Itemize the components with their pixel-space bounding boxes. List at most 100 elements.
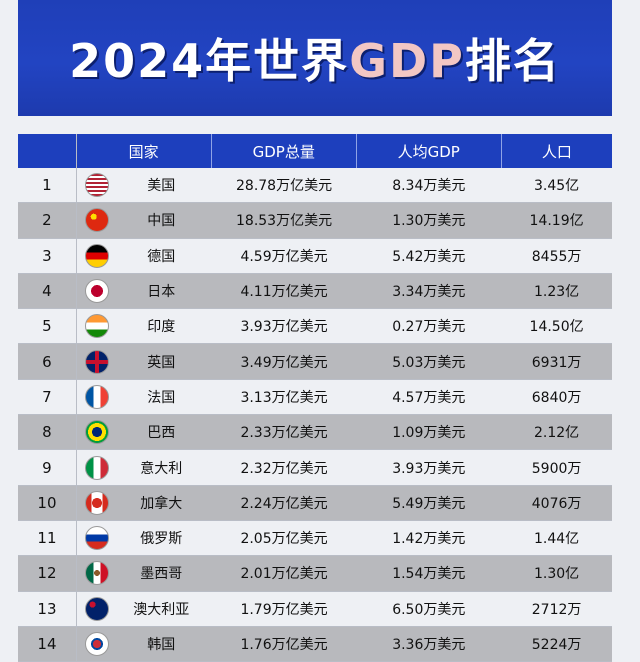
table-row: 1 美国 28.78万亿美元 8.34万美元 3.45亿: [18, 168, 612, 204]
country-cell: 巴西: [77, 415, 212, 449]
gdp-ranking-table: 国家 GDP总量 人均GDP 人口 1 美国 28.78万亿美元 8.34万美元 3.4…: [18, 134, 612, 662]
per-capita-cell: 1.30万美元: [392, 213, 466, 230]
population-cell: 4076万: [531, 495, 582, 512]
title-banner: 2024年世界GDP排名: [18, 0, 612, 116]
korea-flag-icon: [84, 632, 109, 656]
mexico-flag-icon: [84, 561, 109, 586]
country-cell: 中国: [77, 203, 212, 237]
per-capita-cell: 1.54万美元: [392, 566, 466, 583]
page: 2024年世界GDP排名 国家 GDP总量 人均GDP 人口 1 美国 28.78万…: [18, 0, 612, 662]
gdp-cell: 2.24万亿美元: [240, 495, 328, 512]
population-cell: 5224万: [531, 637, 582, 653]
gdp-cell: 18.53万亿美元: [236, 213, 333, 230]
brazil-flag-icon: [84, 420, 109, 445]
rank-cell: 9: [18, 450, 77, 485]
title-suffix: 排名: [464, 34, 561, 88]
country-cell: 日本: [77, 274, 212, 308]
population-cell: 1.30亿: [533, 566, 580, 583]
per-capita-cell: 5.42万美元: [392, 248, 466, 265]
rank-cell: 5: [18, 309, 77, 344]
country-cell: 印度: [77, 309, 212, 343]
population-cell: 1.23亿: [533, 284, 580, 301]
header-rank: [18, 134, 77, 168]
rank-cell: 10: [18, 485, 77, 520]
table-row: 4 日本 4.11万亿美元 3.34万美元 1.23亿: [18, 273, 612, 310]
gdp-cell: 4.59万亿美元: [240, 248, 328, 265]
gdp-cell: 1.76万亿美元: [240, 637, 328, 653]
per-capita-cell: 3.34万美元: [392, 284, 466, 301]
per-capita-cell: 5.03万美元: [392, 354, 466, 371]
title-prefix: 2024年世界: [69, 34, 350, 88]
country-name: 印度: [147, 319, 176, 336]
country-cell: 意大利: [77, 450, 212, 484]
country-cell: 英国: [77, 344, 212, 378]
uk-flag-icon: [84, 349, 109, 374]
rank-cell: 4: [18, 273, 77, 309]
table-row: 7 法国 3.13万亿美元 4.57万美元 6840万: [18, 379, 612, 416]
gdp-cell: 3.93万亿美元: [240, 319, 328, 336]
country-name: 墨西哥: [140, 566, 183, 583]
country-name: 英国: [147, 354, 176, 371]
table-row: 5 印度 3.93万亿美元 0.27万美元 14.50亿: [18, 309, 612, 345]
country-cell: 俄罗斯: [77, 521, 212, 555]
gdp-cell: 28.78万亿美元: [236, 178, 333, 195]
population-cell: 6931万: [531, 354, 582, 371]
australia-flag-icon: [84, 596, 109, 621]
population-cell: 14.19亿: [529, 213, 584, 230]
country-name: 俄罗斯: [140, 531, 183, 548]
page-title: 2024年世界GDP排名: [69, 25, 561, 91]
population-cell: 2.12亿: [533, 425, 580, 442]
population-cell: 5900万: [531, 460, 582, 477]
per-capita-cell: 1.42万美元: [392, 531, 466, 548]
table-row: 2 中国 18.53万亿美元 1.30万美元 14.19亿: [18, 203, 612, 239]
gdp-cell: 3.13万亿美元: [240, 389, 328, 406]
japan-flag-icon: [84, 279, 109, 304]
title-accent: GDP: [349, 34, 465, 88]
per-capita-cell: 1.09万美元: [392, 425, 466, 442]
table-row: 9 意大利 2.32万亿美元 3.93万美元 5900万: [18, 450, 612, 486]
india-flag-icon: [84, 314, 109, 339]
table-row: 11 俄罗斯 2.05万亿美元 1.42万美元 1.44亿: [18, 520, 612, 557]
country-name: 韩国: [147, 637, 176, 653]
table-row: 8 巴西 2.33万亿美元 1.09万美元 2.12亿: [18, 415, 612, 451]
gdp-cell: 2.33万亿美元: [240, 425, 328, 442]
header-per-capita: 人均GDP: [357, 134, 502, 168]
gdp-cell: 1.79万亿美元: [240, 601, 328, 618]
population-cell: 6840万: [531, 389, 582, 406]
rank-cell: 2: [18, 203, 77, 238]
country-cell: 美国: [77, 168, 212, 202]
china-flag-icon: [84, 208, 109, 233]
per-capita-cell: 3.36万美元: [392, 637, 466, 653]
rank-cell: 11: [18, 520, 77, 556]
table-row: 14 韩国 1.76万亿美元 3.36万美元 5224万: [18, 626, 612, 662]
rank-cell: 1: [18, 168, 77, 203]
country-name: 德国: [147, 248, 176, 265]
canada-flag-icon: [84, 490, 109, 515]
country-name: 意大利: [140, 460, 183, 477]
rank-cell: 14: [18, 626, 77, 662]
header-gdp: GDP总量: [212, 134, 357, 168]
population-cell: 8455万: [531, 248, 582, 265]
country-cell: 德国: [77, 239, 212, 273]
header-population: 人口: [541, 142, 572, 161]
country-cell: 澳大利亚: [77, 592, 212, 626]
gdp-cell: 2.32万亿美元: [240, 460, 328, 477]
france-flag-icon: [84, 384, 109, 409]
population-cell: 1.44亿: [533, 531, 580, 548]
us-flag-icon: [84, 173, 109, 198]
country-cell: 韩国: [77, 627, 212, 661]
rank-cell: 3: [18, 238, 77, 273]
gdp-cell: 2.01万亿美元: [240, 566, 328, 583]
table-row: 12 墨西哥 2.01万亿美元 1.54万美元 1.30亿: [18, 556, 612, 592]
per-capita-cell: 4.57万美元: [392, 389, 466, 406]
table-row: 10 加拿大 2.24万亿美元 5.49万美元 4076万: [18, 485, 612, 521]
country-name: 加拿大: [140, 495, 183, 512]
table-body: 1 美国 28.78万亿美元 8.34万美元 3.45亿 2 中国 18.53万亿美元 1.30…: [18, 168, 612, 662]
per-capita-cell: 5.49万美元: [392, 495, 466, 512]
russia-flag-icon: [84, 526, 109, 551]
per-capita-cell: 3.93万美元: [392, 460, 466, 477]
country-name: 巴西: [147, 425, 176, 442]
gdp-cell: 2.05万亿美元: [240, 531, 328, 548]
population-cell: 2712万: [531, 601, 582, 618]
per-capita-cell: 8.34万美元: [392, 178, 466, 195]
